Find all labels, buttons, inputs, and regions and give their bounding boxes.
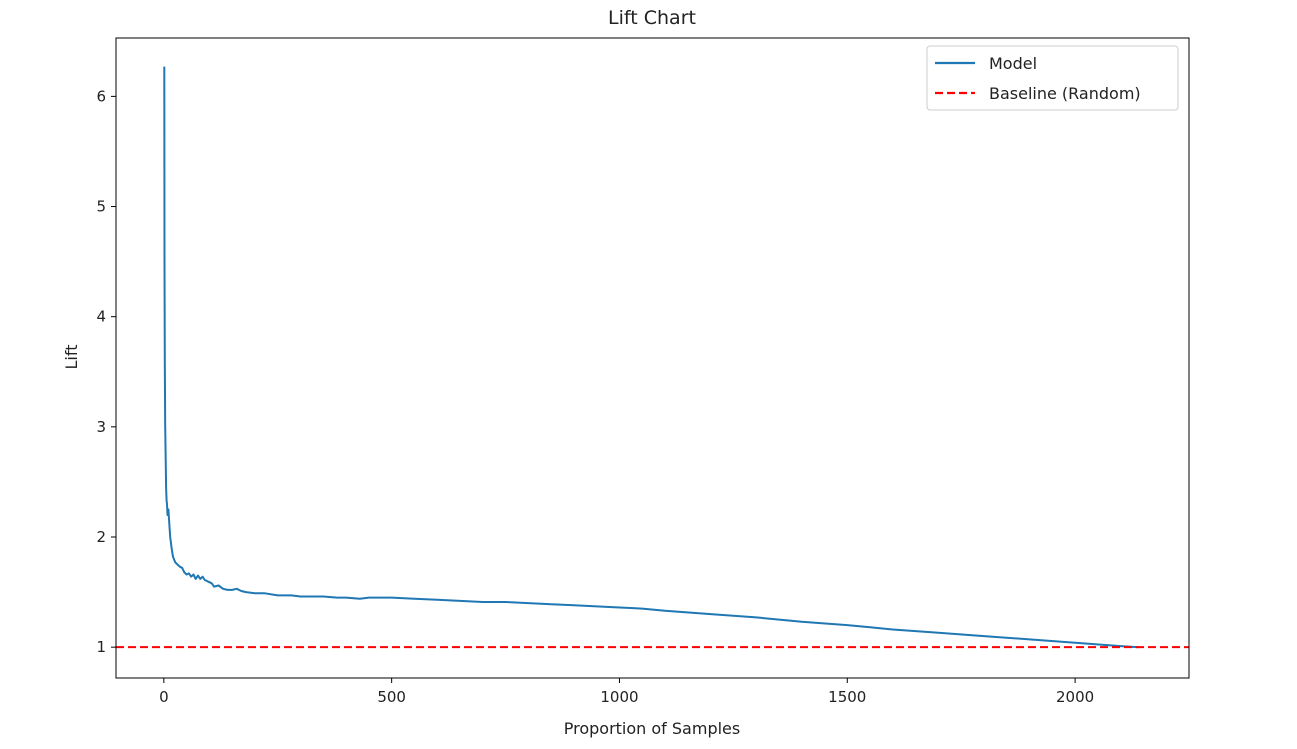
x-tick-label: 500 — [377, 688, 406, 706]
x-tick-label: 0 — [159, 688, 169, 706]
y-tick-label: 6 — [96, 87, 106, 105]
y-tick-label: 1 — [96, 638, 106, 656]
y-axis-label: Lift — [62, 345, 81, 370]
y-tick-label: 3 — [96, 418, 106, 436]
x-tick-label: 1500 — [828, 688, 866, 706]
legend-box — [926, 45, 1179, 111]
y-axis-ticks: 1 2 3 4 5 6 — [96, 87, 116, 656]
chart-title: Lift Chart — [608, 7, 696, 29]
legend: Model Baseline (Random) — [926, 45, 1179, 111]
y-tick-label: 4 — [96, 308, 106, 326]
model-series-line — [163, 66, 1139, 649]
plot-lines — [116, 66, 1189, 649]
x-tick-label: 1000 — [600, 688, 638, 706]
legend-label-baseline: Baseline (Random) — [989, 84, 1141, 103]
legend-label-model: Model — [989, 54, 1037, 73]
x-axis-ticks: 0 500 1000 1500 2000 — [159, 678, 1094, 706]
x-axis-label: Proportion of Samples — [564, 719, 740, 738]
y-tick-label: 2 — [96, 528, 106, 546]
plot-frame — [115, 37, 1190, 679]
y-tick-label: 5 — [96, 198, 106, 216]
x-tick-label: 2000 — [1056, 688, 1094, 706]
